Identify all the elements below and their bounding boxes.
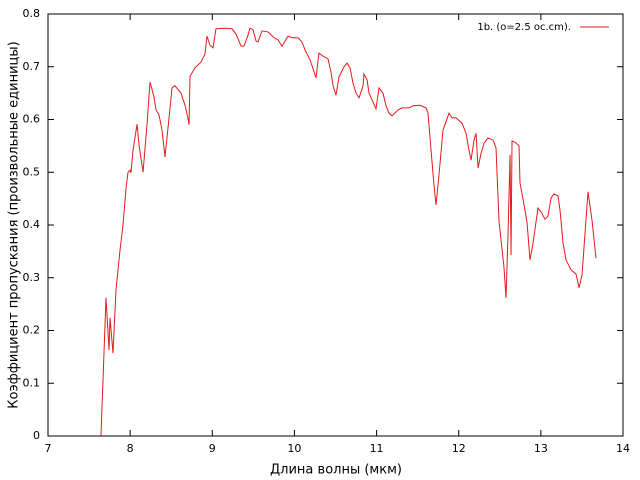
legend-label: 1b. (o=2.5 oc.cm). <box>477 22 571 33</box>
x-tick-label: 7 <box>45 442 52 455</box>
y-tick-label: 0.3 <box>23 271 41 284</box>
data-line <box>100 27 597 437</box>
x-tick-label: 12 <box>452 442 466 455</box>
x-tick-label: 13 <box>534 442 548 455</box>
y-tick-label: 0.8 <box>23 7 41 20</box>
x-axis-title: Длина волны (мкм) <box>270 463 402 478</box>
x-tick-label: 14 <box>616 442 630 455</box>
y-tick-label: 0.7 <box>23 60 41 73</box>
y-tick-label: 0.2 <box>23 324 41 337</box>
x-tick-label: 11 <box>370 442 384 455</box>
x-tick-label: 10 <box>287 442 301 455</box>
y-tick-label: 0 <box>33 429 40 442</box>
x-tick-label: 9 <box>209 442 216 455</box>
plot-border <box>47 13 624 437</box>
y-tick-label: 0.4 <box>23 218 41 231</box>
y-tick-label: 0.6 <box>23 113 41 126</box>
y-tick-label: 0.1 <box>23 376 41 389</box>
y-axis-title: Коэффициент пропускания (произвольные ед… <box>7 41 22 408</box>
y-tick-label: 0.5 <box>23 165 41 178</box>
x-tick-label: 8 <box>127 442 134 455</box>
